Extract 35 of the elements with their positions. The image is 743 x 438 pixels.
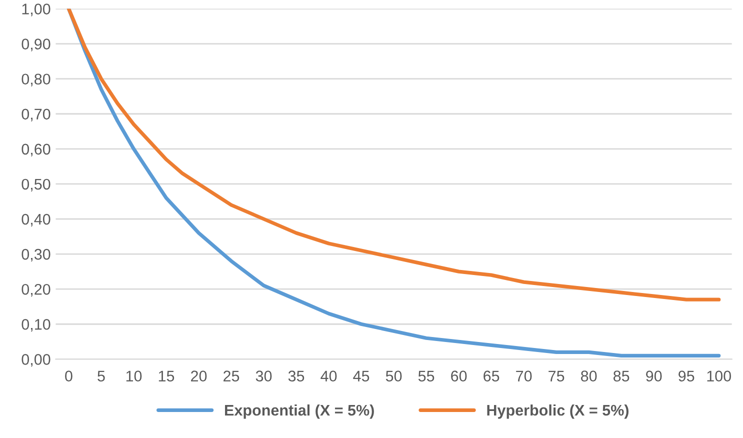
x-tick-label: 85: [614, 370, 630, 382]
y-tick-label: 0,80: [22, 74, 50, 86]
y-tick-label: 0,30: [22, 248, 50, 262]
x-tick-label: 5: [98, 370, 105, 382]
y-tick-label: 0,50: [22, 178, 50, 192]
x-tick-label: 25: [224, 370, 240, 382]
legend-label: Hyperbolic (X = 5%): [487, 404, 629, 419]
x-tick-label: 20: [191, 370, 207, 382]
x-tick-label: 30: [256, 370, 272, 382]
y-tick-label: 0,00: [22, 354, 50, 367]
x-tick-label: 35: [288, 370, 304, 382]
x-tick-label: 70: [516, 370, 532, 382]
x-tick-label: 90: [646, 370, 662, 382]
y-tick-label: 0,10: [22, 318, 50, 332]
x-tick-label: 60: [451, 370, 467, 382]
x-tick-label: 75: [548, 370, 564, 382]
x-tick-label: 80: [580, 370, 597, 382]
y-tick-label: 0,20: [22, 284, 50, 297]
y-tick-label: 1,00: [22, 4, 50, 16]
x-tick-label: 100: [707, 370, 731, 382]
legend-label: Exponential (X = 5%): [225, 404, 374, 419]
y-tick-label: 0,90: [22, 38, 50, 52]
x-tick-label: 55: [418, 370, 434, 382]
x-tick-label: 95: [678, 370, 694, 382]
x-tick-label: 15: [158, 370, 174, 382]
line-series: [66, 8, 721, 302]
x-tick-label: 65: [484, 370, 500, 382]
x-tick-label: 40: [320, 370, 337, 382]
y-tick-label: 0,40: [22, 214, 50, 226]
x-tick-label: 10: [126, 370, 142, 382]
x-tick-label: 50: [386, 370, 402, 382]
x-tick-label: 45: [353, 370, 370, 382]
x-tick-label: 0: [65, 370, 72, 382]
y-tick-label: 0,70: [22, 108, 50, 122]
y-tick-label: 0,60: [22, 144, 50, 156]
